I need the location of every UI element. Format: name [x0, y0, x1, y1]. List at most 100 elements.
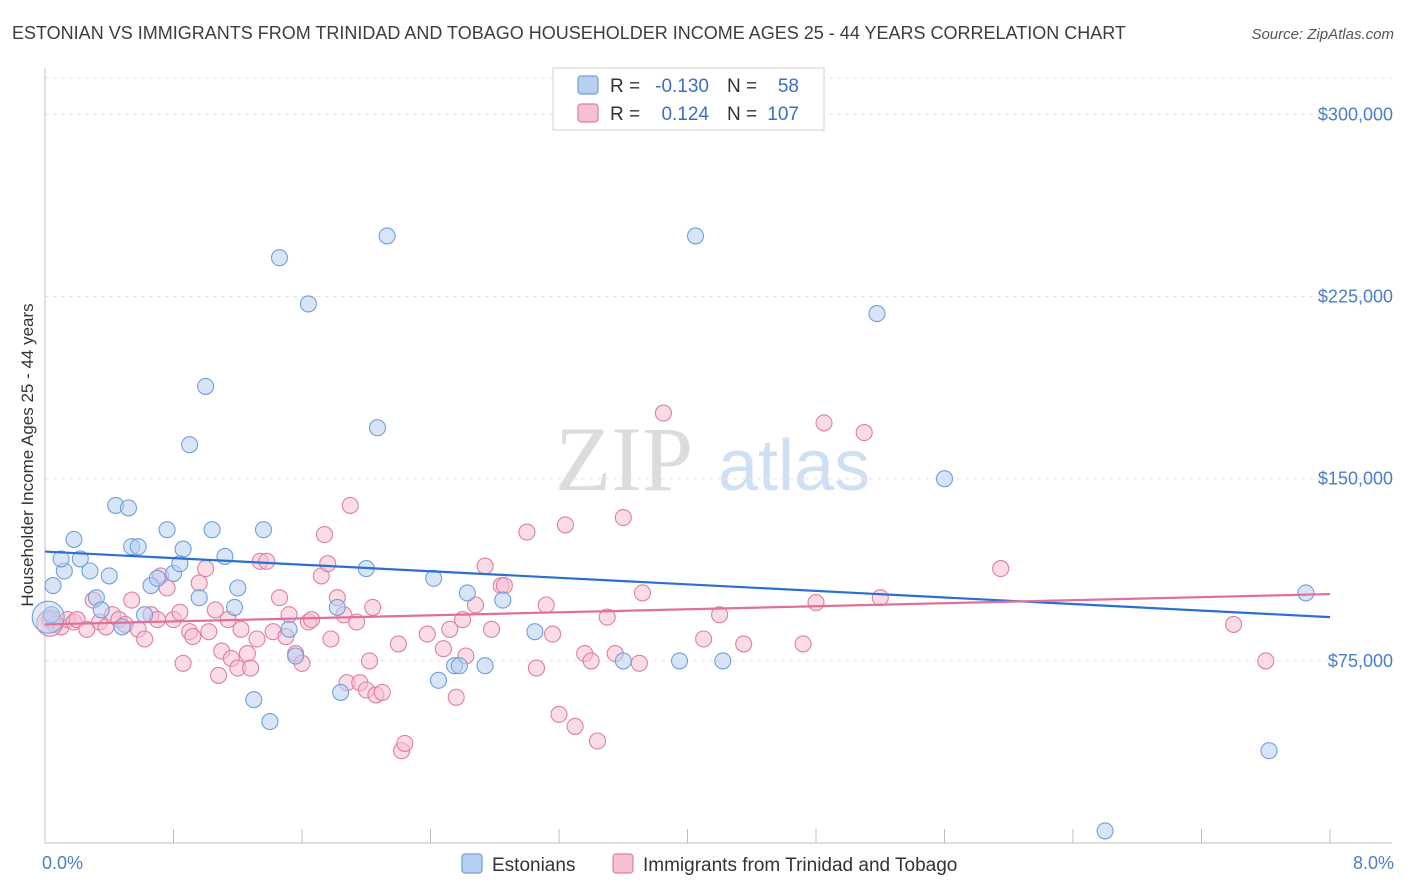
trinidad-point-66: [418, 625, 436, 643]
x-tick-label-1: 8.0%: [1353, 853, 1394, 873]
trinidad-point-72: [466, 596, 485, 614]
estonians-point-30: [254, 521, 273, 539]
estonians-point-41: [425, 569, 443, 587]
trinidad-point-87: [598, 608, 616, 626]
trinidad-point-15: [136, 630, 154, 648]
estonians-point-29: [245, 691, 263, 709]
trinidad-point-101: [992, 560, 1010, 578]
trinidad-point-6: [78, 620, 96, 638]
estonians-point-6: [81, 562, 99, 580]
trinidad-point-98: [815, 414, 833, 432]
estonians-point-55: [1096, 822, 1114, 840]
trinidad-point-81: [550, 705, 568, 723]
trinidad-point-22: [174, 654, 192, 672]
trinidad-point-96: [794, 635, 812, 653]
trinidad-point-91: [633, 584, 652, 602]
trinidad-point-82: [556, 516, 574, 534]
trinidad-trend-line: [44, 592, 1331, 626]
estonians-point-24: [197, 377, 215, 395]
series-trinidad-points: [36, 404, 1275, 760]
estonians-point-40: [378, 227, 396, 245]
estonians-point-4: [65, 530, 83, 548]
trinidad-point-97: [807, 594, 825, 612]
trinidad-point-43: [280, 606, 298, 624]
legend-estonians-n-label: N =: [727, 76, 757, 97]
trinidad-point-95: [735, 635, 753, 653]
bottom-legend: Estonians Immigrants from Trinidad and T…: [461, 853, 957, 876]
estonians-point-14: [129, 538, 147, 556]
trinidad-point-29: [209, 666, 228, 684]
trinidad-point-89: [614, 509, 632, 527]
estonians-point-46: [476, 657, 494, 675]
trinidad-point-21: [171, 603, 189, 621]
trinidad-point-63: [389, 635, 407, 653]
estonians-point-15: [136, 606, 154, 624]
legend-box: R = -0.130 N = 58 R = 0.124 N = 107: [552, 67, 825, 131]
y-tick-label-3: $300,000: [1318, 104, 1393, 124]
trinidad-point-35: [238, 645, 256, 663]
estonians-point-47: [494, 591, 512, 609]
estonians-point-50: [670, 652, 689, 670]
estonians-point-25: [203, 521, 221, 539]
legend-trinidad-r-label: R =: [610, 104, 640, 125]
estonians-point-28: [229, 579, 247, 597]
estonians-point-32: [270, 249, 289, 267]
y-tick-label-2: $225,000: [1318, 287, 1393, 307]
trinidad-point-25: [190, 574, 208, 592]
trinidad-point-102: [1225, 615, 1243, 633]
watermark-zip: ZIP: [555, 408, 693, 510]
trinidad-point-60: [364, 598, 382, 616]
trinidad-point-24: [184, 628, 202, 646]
trinidad-point-37: [248, 630, 266, 648]
trinidad-point-90: [630, 654, 648, 672]
trinidad-point-51: [322, 630, 340, 648]
trinidad-point-34: [232, 620, 250, 638]
estonians-point-27: [225, 598, 244, 616]
trinidad-point-100: [871, 589, 889, 607]
y-axis-label: Householder Income Ages 25 - 44 years: [18, 303, 37, 606]
estonians-point-34: [287, 647, 305, 665]
estonians-point-23: [190, 589, 208, 607]
trinidad-point-39: [258, 552, 276, 570]
trinidad-point-103: [1257, 652, 1275, 670]
estonians-point-11: [113, 618, 131, 636]
estonians-point-37: [332, 683, 350, 701]
trinidad-point-26: [197, 560, 215, 578]
legend-trinidad-n-value: 107: [767, 104, 799, 125]
estonians-point-53: [868, 305, 886, 323]
trinidad-point-41: [270, 589, 289, 607]
trinidad-point-79: [537, 596, 555, 614]
legend-trinidad-n-label: N =: [727, 104, 757, 125]
trinidad-point-83: [566, 717, 584, 735]
estonians-point-52: [714, 652, 732, 670]
legend-trinidad-swatch: [577, 103, 599, 123]
trinidad-point-69: [447, 688, 465, 706]
trinidad-point-47: [303, 611, 321, 629]
trinidad-point-76: [495, 577, 513, 595]
trinidad-point-77: [518, 523, 536, 541]
estonians-point-12: [119, 499, 138, 517]
trinidad-point-28: [206, 601, 224, 619]
estonians-point-0: [42, 606, 60, 624]
trinidad-point-92: [654, 404, 672, 422]
x-tick-label-0: 0.0%: [42, 853, 83, 873]
trinidad-point-67: [434, 640, 452, 658]
chart-source: Source: ZipAtlas.com: [1251, 26, 1394, 43]
trend-lines: [44, 550, 1331, 626]
estonians-point-5: [71, 550, 89, 568]
trinidad-point-86: [588, 732, 607, 750]
legend-estonians-r-label: R =: [610, 76, 640, 97]
legend-estonians-swatch: [577, 75, 599, 95]
series-estonians-points: [31, 227, 1315, 840]
trinidad-point-85: [582, 652, 600, 670]
bottom-legend-trinidad-label: Immigrants from Trinidad and Tobago: [643, 855, 957, 876]
trinidad-point-55: [341, 496, 359, 514]
estonians-point-9: [100, 567, 118, 585]
trinidad-point-73: [476, 557, 494, 575]
estonians-point-48: [526, 623, 544, 641]
trinidad-point-62: [373, 683, 391, 701]
estonians-point-56: [1260, 742, 1278, 760]
estonians-point-1: [44, 577, 62, 595]
estonians-point-31: [261, 713, 279, 731]
